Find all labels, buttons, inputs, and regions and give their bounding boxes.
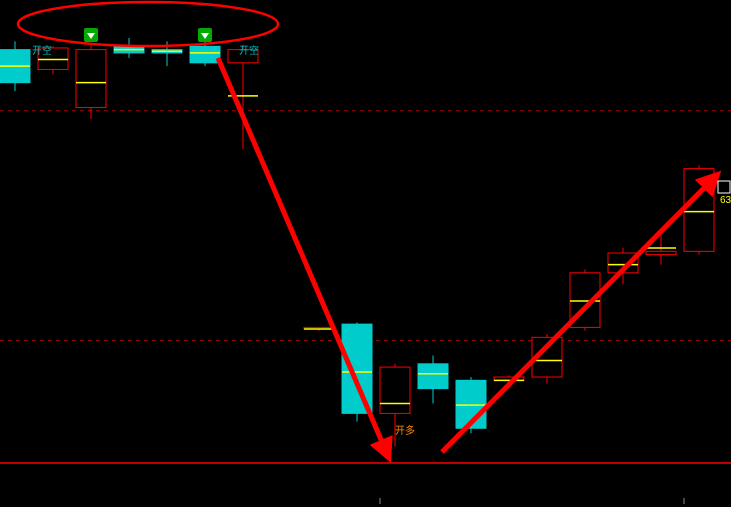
svg-text:63: 63 [720,195,731,206]
candlestick-chart: 开空 开空开多 63 [0,0,731,507]
svg-text:开空: 开空 [239,44,259,57]
svg-text:开多: 开多 [395,424,415,437]
svg-text:开空: 开空 [32,44,52,57]
